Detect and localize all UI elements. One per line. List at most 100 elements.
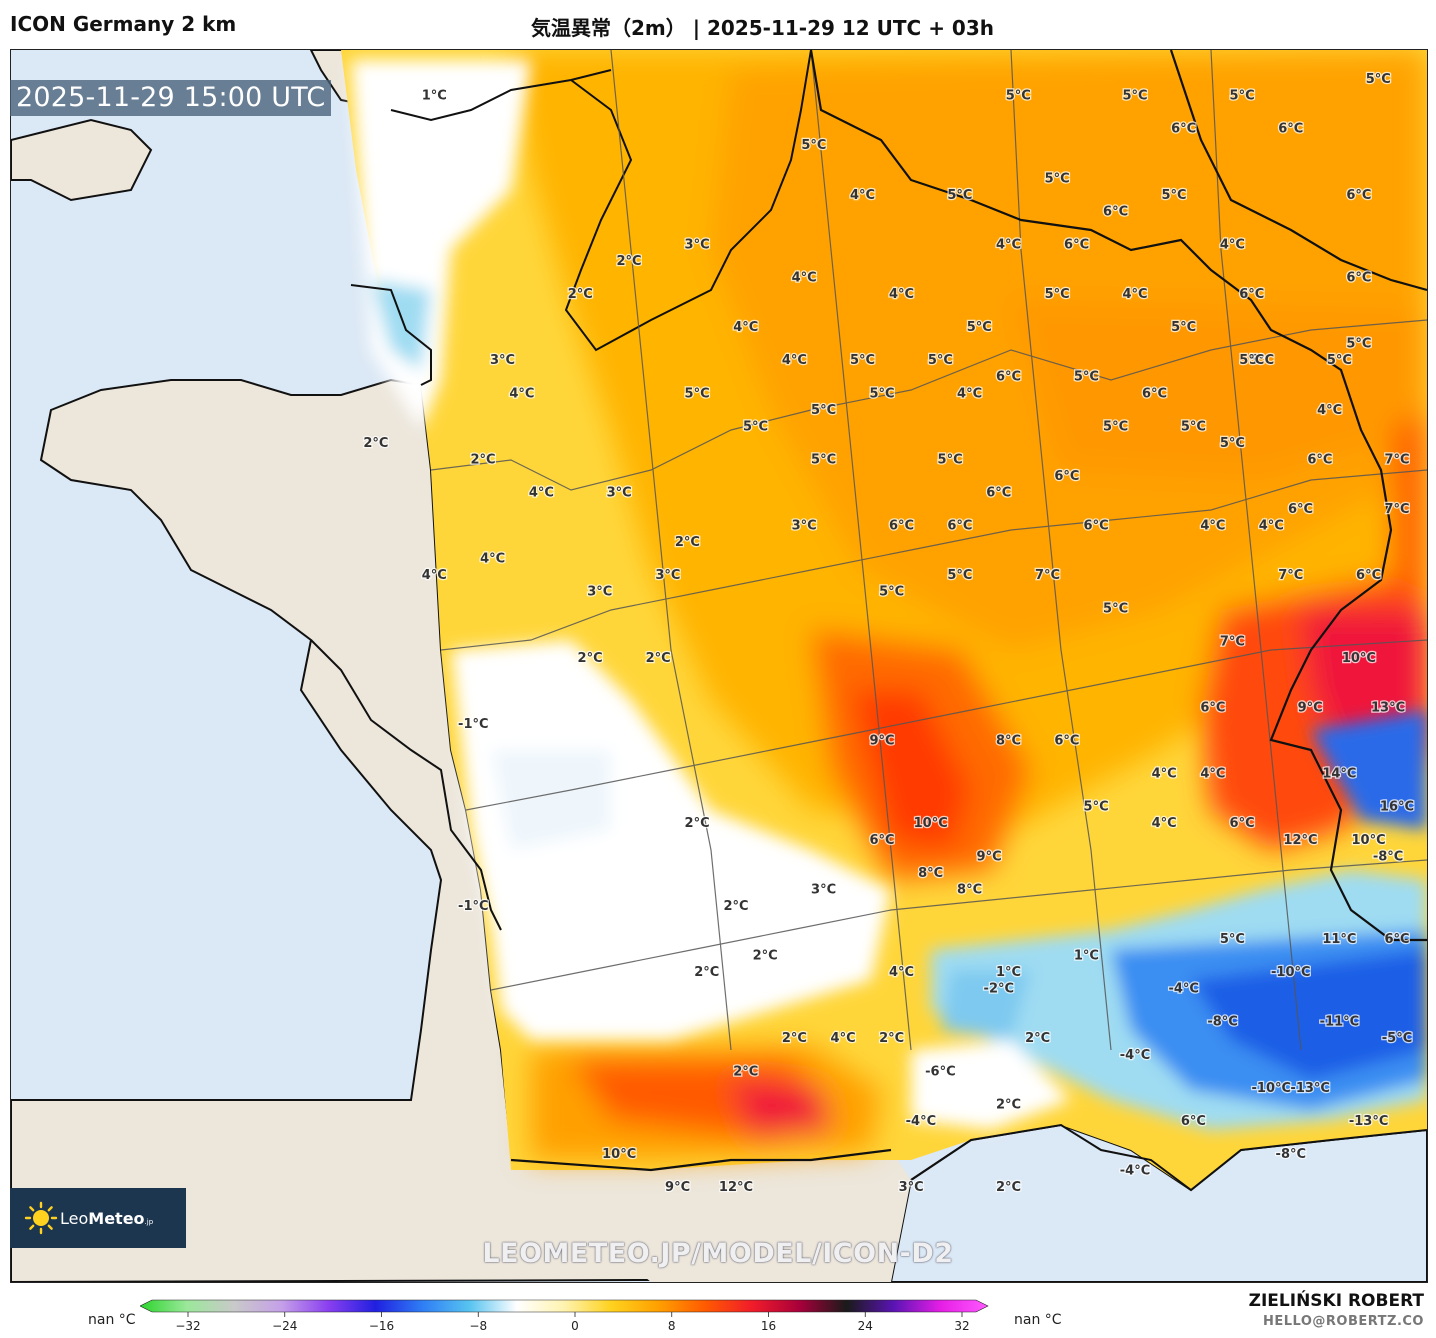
temperature-label: 2°C bbox=[685, 816, 710, 831]
temperature-label: -5°C bbox=[1382, 1031, 1412, 1046]
temperature-label: 4°C bbox=[529, 486, 554, 501]
temperature-label: 6°C bbox=[1346, 188, 1371, 203]
temperature-label: 5°C bbox=[1074, 370, 1099, 385]
temperature-label: 5°C bbox=[685, 386, 710, 401]
temperature-label: 3°C bbox=[490, 353, 515, 368]
watermark-url: LEOMETEO.JP/MODEL/ICON-D2 bbox=[482, 1238, 954, 1269]
temperature-label: 5°C bbox=[1220, 436, 1245, 451]
temperature-label: 4°C bbox=[889, 965, 914, 980]
temperature-label: 6°C bbox=[1171, 122, 1196, 137]
temperature-label: 7°C bbox=[1035, 568, 1060, 583]
temperature-label: 5°C bbox=[811, 403, 836, 418]
temperature-label: 4°C bbox=[782, 353, 807, 368]
temperature-label: -2°C bbox=[984, 982, 1014, 997]
colorbar-tick-label: −8 bbox=[469, 1319, 487, 1333]
logo-text: LeoMeteo.jp bbox=[60, 1208, 154, 1228]
temperature-label: 8°C bbox=[957, 882, 982, 897]
temperature-label: 6°C bbox=[1356, 568, 1381, 583]
temperature-label: 6°C bbox=[1181, 1114, 1206, 1129]
temperature-label: 10°C bbox=[602, 1147, 636, 1162]
temperature-label: -13°C bbox=[1349, 1114, 1389, 1129]
temperature-label: 2°C bbox=[782, 1031, 807, 1046]
temperature-label: 6°C bbox=[1307, 452, 1332, 467]
temperature-label: 12°C bbox=[719, 1180, 753, 1195]
temperature-label: 2°C bbox=[578, 651, 603, 666]
temperature-label: 2°C bbox=[694, 965, 719, 980]
colorbar-tick-label: 16 bbox=[761, 1319, 776, 1333]
temperature-label: 2°C bbox=[616, 254, 641, 269]
temperature-label: 5°C bbox=[1327, 353, 1352, 368]
temperature-label: 4°C bbox=[1152, 816, 1177, 831]
colorbar: −32 −24 −16 −8 0 8 16 24 32 bbox=[140, 1299, 989, 1333]
temperature-label: 4°C bbox=[1152, 767, 1177, 782]
temperature-label: 6°C bbox=[889, 519, 914, 534]
temperature-label: 3°C bbox=[685, 237, 710, 252]
temperature-label: 2°C bbox=[753, 949, 778, 964]
valid-time-badge: 2025-11-29 15:00 UTC bbox=[10, 80, 332, 116]
temperature-label: 5°C bbox=[947, 568, 972, 583]
temperature-label: 6°C bbox=[1142, 386, 1167, 401]
temperature-label: -1°C bbox=[458, 717, 488, 732]
temperature-label: 6°C bbox=[1200, 701, 1225, 716]
temperature-label: 3°C bbox=[655, 568, 680, 583]
temperature-label: 5°C bbox=[947, 188, 972, 203]
colorbar-tick-label: −24 bbox=[272, 1319, 297, 1333]
temperature-label: 5°C bbox=[1346, 337, 1371, 352]
temperature-label: 6°C bbox=[996, 370, 1021, 385]
temperature-label: 1°C bbox=[422, 89, 447, 104]
colorbar-tick-label: 24 bbox=[858, 1319, 873, 1333]
temperature-label: 4°C bbox=[733, 320, 758, 335]
temperature-label: 12°C bbox=[1283, 833, 1317, 848]
coastlines bbox=[310, 50, 1427, 1192]
temperature-label: 2°C bbox=[568, 287, 593, 302]
temperature-label: 2°C bbox=[470, 452, 495, 467]
colorbar-left-label: nan °C bbox=[88, 1312, 136, 1328]
temperature-label: 2°C bbox=[879, 1031, 904, 1046]
temperature-label: 5°C bbox=[879, 585, 904, 600]
model-name: ICON Germany 2 km bbox=[10, 12, 237, 36]
temperature-label: 6°C bbox=[1239, 287, 1264, 302]
map-panel[interactable]: 1°C 5°C 5°C 5°C 5°C 6°C 6°C 5°C 4°C 5°C 5°C 5°C 6°C 6… bbox=[10, 49, 1428, 1283]
temperature-label: 9°C bbox=[977, 849, 1002, 864]
temperature-label: 4°C bbox=[480, 552, 505, 567]
temperature-label: 5°C bbox=[1006, 89, 1031, 104]
temperature-label: 5°C bbox=[928, 353, 953, 368]
temperature-label: -8°C bbox=[1276, 1147, 1306, 1162]
temperature-label: 3°C bbox=[899, 1180, 924, 1195]
temperature-label: -13°C bbox=[1290, 1081, 1330, 1096]
temperature-label: 4°C bbox=[422, 568, 447, 583]
temperature-label: 2°C bbox=[996, 1180, 1021, 1195]
temperature-label: 2°C bbox=[733, 1064, 758, 1079]
temperature-label: 6°C bbox=[1103, 204, 1128, 219]
temperature-label: 16°C bbox=[1380, 800, 1414, 815]
temperature-label: 3°C bbox=[792, 519, 817, 534]
temperature-label: 5°C bbox=[1171, 320, 1196, 335]
temperature-label: 10°C bbox=[1342, 651, 1376, 666]
temperature-label: 4°C bbox=[1200, 519, 1225, 534]
colorbar-tick-label: −32 bbox=[175, 1319, 200, 1333]
national-borders bbox=[510, 50, 1427, 1172]
temperature-label: 5°C bbox=[850, 353, 875, 368]
colorbar-tick-label: 8 bbox=[668, 1319, 676, 1333]
temperature-label: -4°C bbox=[1120, 1048, 1150, 1063]
anomaly-field bbox=[341, 50, 1427, 1190]
author-email[interactable]: HELLO@ROBERTZ.CO bbox=[1262, 1314, 1424, 1329]
temperature-label: 6°C bbox=[1230, 816, 1255, 831]
temperature-label: -1°C bbox=[458, 899, 488, 914]
temperature-label: 6°C bbox=[1278, 122, 1303, 137]
temperature-label: 9°C bbox=[869, 734, 894, 749]
temperature-labels: 1°C 5°C 5°C 5°C 5°C 6°C 6°C 5°C 4°C 5°C 5°C 5°C 6°C 6… bbox=[362, 71, 1415, 1196]
temperature-label: 10°C bbox=[1352, 833, 1386, 848]
temperature-label: 5°C bbox=[1103, 601, 1128, 616]
temperature-label: 5°C bbox=[1161, 188, 1186, 203]
author-name: ZIELIŃSKI ROBERT bbox=[1248, 1291, 1424, 1311]
temperature-label: 5°C bbox=[1103, 419, 1128, 434]
temperature-label: -6°C bbox=[925, 1064, 955, 1079]
colorbar-tick-label: −16 bbox=[369, 1319, 394, 1333]
leometeo-logo[interactable]: LeoMeteo.jp bbox=[10, 1188, 186, 1248]
temperature-label: 7°C bbox=[1384, 502, 1409, 517]
temperature-label: -4°C bbox=[1168, 982, 1198, 997]
sun-icon bbox=[24, 1201, 58, 1235]
temperature-label: 4°C bbox=[996, 237, 1021, 252]
temperature-label: 9°C bbox=[1298, 701, 1323, 716]
